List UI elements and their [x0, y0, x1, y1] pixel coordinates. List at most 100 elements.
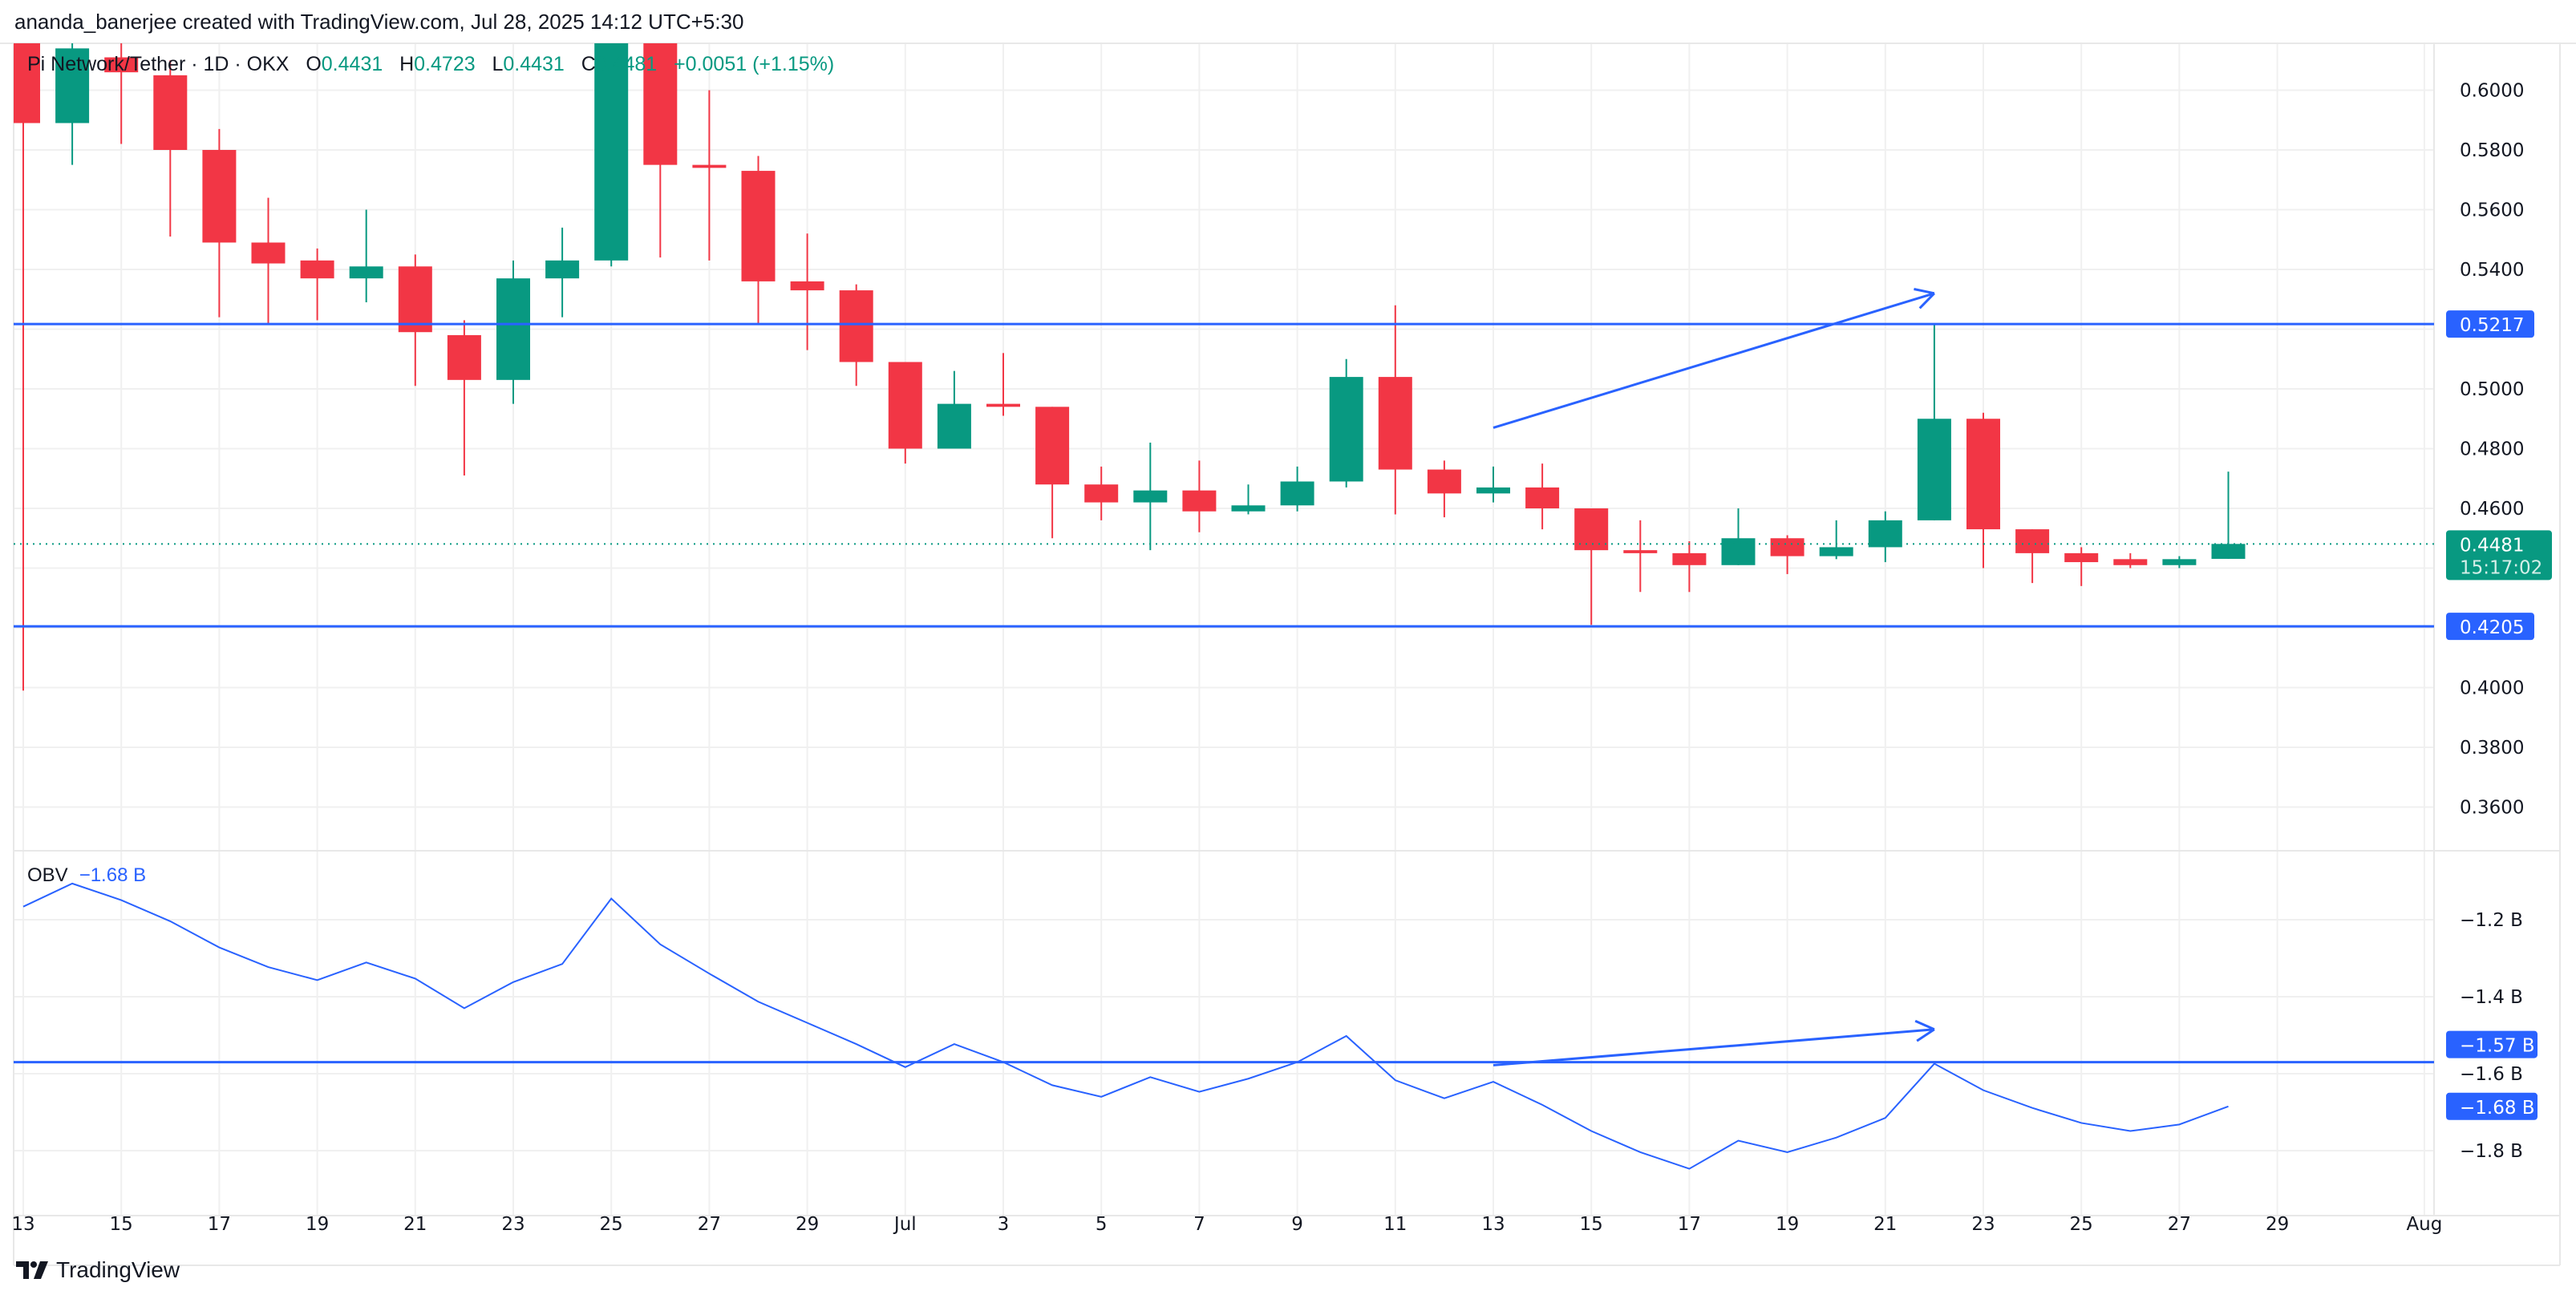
symbol-title[interactable]: Pi Network/Tether · 1D · OKX: [27, 53, 290, 75]
time-axis-label: 23: [501, 1214, 525, 1235]
candle: [1427, 460, 1461, 518]
candle: [251, 197, 286, 324]
candle: [839, 284, 873, 386]
time-axis-label: Aug: [2406, 1214, 2442, 1235]
candle-body: [14, 43, 40, 123]
candle-body: [1231, 505, 1266, 512]
candle-body: [839, 290, 873, 362]
obv-last-badge: [2446, 1092, 2538, 1120]
time-axis-label: 21: [403, 1214, 427, 1235]
obv-trend-arrow: [1493, 1028, 1935, 1066]
arrow-head: [1916, 1028, 1935, 1042]
low-label: L: [492, 53, 504, 75]
candle-body: [790, 281, 824, 291]
candle-body: [1770, 538, 1804, 556]
time-axis-label: 17: [1678, 1214, 1701, 1235]
candle: [1280, 466, 1314, 512]
candle-body: [104, 57, 139, 73]
time-axis-label: Jul: [893, 1214, 917, 1235]
candle-body: [1819, 547, 1853, 556]
candle: [594, 43, 629, 267]
obv-axis-label: −1.6 B: [2460, 1064, 2523, 1085]
candle-body: [1182, 490, 1217, 512]
candle-body: [1084, 484, 1119, 503]
candle: [2162, 556, 2197, 569]
high-label: H: [399, 53, 415, 75]
arrow-head: [1914, 1019, 1935, 1031]
grid-lines: [14, 43, 2434, 1216]
candle: [14, 43, 40, 691]
candle-body: [1672, 552, 1707, 565]
obv-label[interactable]: OBV: [27, 864, 68, 886]
candle-body: [1525, 487, 1560, 508]
candle-body: [251, 242, 286, 264]
price-level-label: 0.5217: [2460, 315, 2524, 336]
candle-body: [2211, 544, 2246, 559]
price-axis-label: 0.6000: [2460, 81, 2524, 102]
obv-level-label: −1.57 B: [2460, 1036, 2535, 1057]
arrow-head: [1914, 288, 1935, 295]
candle-body: [1868, 520, 1902, 548]
time-axis-label: 15: [1580, 1214, 1603, 1235]
candle: [1231, 484, 1266, 515]
candle-body: [643, 43, 678, 165]
candle-body: [2064, 552, 2099, 563]
tradingview-logo[interactable]: TradingView: [16, 1257, 180, 1283]
brand-name: TradingView: [56, 1257, 180, 1282]
candle: [888, 362, 922, 464]
candle-body: [300, 260, 334, 279]
candle: [1917, 323, 1951, 520]
candle: [496, 260, 530, 404]
candle-body: [1966, 419, 2000, 530]
candle: [447, 320, 481, 476]
chart-credit: ananda_banerjee created with TradingView…: [14, 10, 744, 34]
candle: [692, 90, 727, 261]
obv-legend: OBV −1.68 B: [27, 864, 146, 887]
candle: [398, 254, 432, 386]
obv-axis-label: −1.8 B: [2460, 1141, 2523, 1162]
candle-body: [1721, 538, 1756, 565]
candle-body: [545, 260, 580, 279]
price-axis-label: 0.5400: [2460, 260, 2524, 281]
candle: [349, 209, 383, 302]
candle-body: [888, 362, 922, 449]
candle: [1868, 511, 1902, 563]
axes: 13 15 17 19 21 23 25 27 29 Jul 3 5 7 9 11 13 15 17 19 21 23 2…: [11, 81, 2552, 1235]
change-value: +0.0051 (+1.15%): [674, 53, 835, 75]
arrow-head: [1918, 292, 1935, 310]
time-axis-label: 27: [2168, 1214, 2191, 1235]
obv-level-badge: [2446, 1030, 2538, 1058]
price-axis-label: 0.5600: [2460, 200, 2524, 221]
candle: [1770, 535, 1804, 574]
price-level-badge: [2446, 613, 2534, 641]
candle: [1966, 412, 2000, 569]
candle-body: [741, 171, 776, 281]
candle: [300, 248, 334, 321]
candle: [937, 370, 971, 449]
candle: [1476, 466, 1510, 503]
time-axis-label: 9: [1291, 1214, 1303, 1235]
candle-body: [2162, 559, 2197, 565]
time-axis-label: 27: [698, 1214, 721, 1235]
tradingview-logo-icon: [16, 1261, 48, 1279]
pane-frame: [0, 42, 2576, 1266]
symbol-legend: Pi Network/Tether · 1D · OKX O0.4431 H0.…: [27, 53, 834, 76]
candle-body: [496, 278, 530, 380]
candle: [55, 43, 90, 165]
candle-body: [153, 75, 188, 150]
candle-body: [1476, 487, 1510, 494]
time-axis-label: 13: [1481, 1214, 1505, 1235]
candle: [2015, 529, 2050, 584]
candle: [202, 128, 237, 318]
close-value: 0.4481: [595, 53, 658, 75]
candle: [1525, 463, 1560, 530]
time-axis-label: 29: [796, 1214, 819, 1235]
price-level-label: 0.4205: [2460, 617, 2524, 638]
time-axis-label: 7: [1193, 1214, 1205, 1235]
candle: [2113, 552, 2148, 569]
price-axis-label: 0.3800: [2460, 738, 2524, 759]
price-axis-label: 0.5000: [2460, 379, 2524, 400]
price-level-badge: [2446, 310, 2534, 338]
candle-body: [349, 266, 383, 279]
